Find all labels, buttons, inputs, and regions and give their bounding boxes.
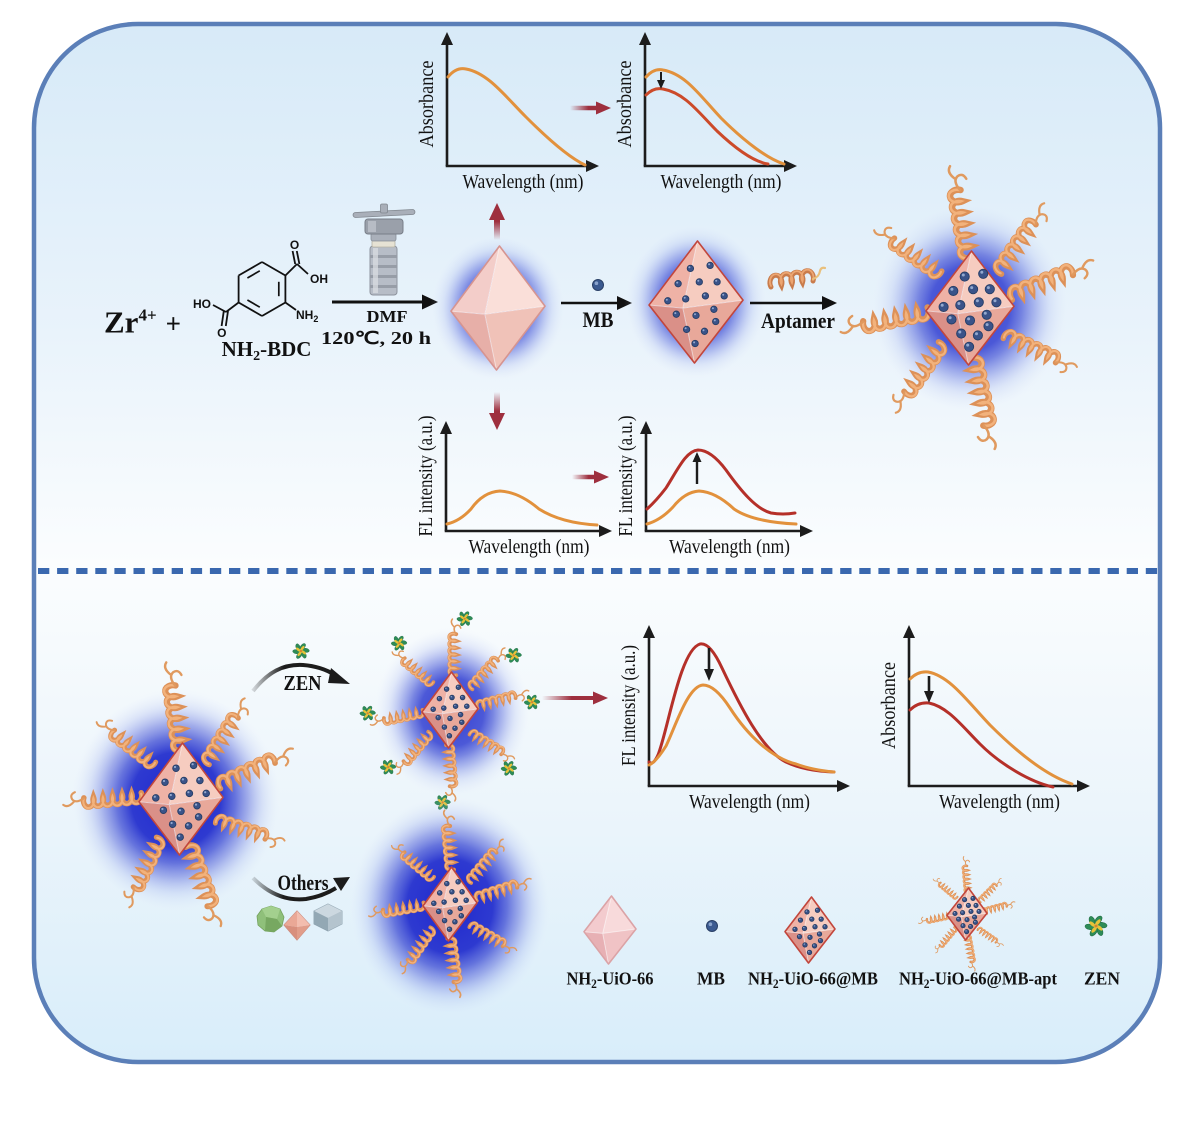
- svg-text:NH2: NH2: [296, 308, 318, 324]
- svg-text:O: O: [290, 238, 299, 252]
- svg-text:Wavelength (nm): Wavelength (nm): [661, 172, 782, 193]
- svg-text:ZEN: ZEN: [284, 671, 322, 695]
- svg-text:Wavelength (nm): Wavelength (nm): [669, 537, 790, 558]
- svg-text:Wavelength (nm): Wavelength (nm): [469, 537, 590, 558]
- svg-text:NH2-UiO-66@MB-apt: NH2-UiO-66@MB-apt: [899, 969, 1057, 992]
- svg-text:FL intensity (a.u.): FL intensity (a.u.): [619, 645, 640, 766]
- svg-text:HO: HO: [193, 297, 211, 311]
- svg-text:Wavelength (nm): Wavelength (nm): [463, 172, 584, 193]
- svg-text:ZEN: ZEN: [1084, 969, 1120, 989]
- svg-text:MB: MB: [697, 969, 725, 989]
- svg-text:Wavelength (nm): Wavelength (nm): [939, 792, 1060, 813]
- svg-text:Wavelength (nm): Wavelength (nm): [689, 792, 810, 813]
- svg-text:Absorbance: Absorbance: [417, 61, 438, 148]
- svg-text:FL intensity (a.u.): FL intensity (a.u.): [616, 416, 637, 537]
- svg-text:FL intensity (a.u.): FL intensity (a.u.): [416, 416, 437, 537]
- svg-text:NH2-UiO-66: NH2-UiO-66: [567, 969, 654, 992]
- svg-text:Others: Others: [278, 870, 329, 895]
- svg-text:Aptamer: Aptamer: [761, 308, 835, 333]
- svg-text:Absorbance: Absorbance: [615, 61, 636, 148]
- svg-text:MB: MB: [583, 307, 614, 332]
- svg-text:DMF: DMF: [367, 307, 408, 326]
- svg-text:OH: OH: [310, 272, 328, 286]
- svg-text:120℃, 20 h: 120℃, 20 h: [321, 328, 431, 348]
- svg-text:NH2-BDC: NH2-BDC: [222, 337, 312, 364]
- svg-text:NH2-UiO-66@MB: NH2-UiO-66@MB: [748, 969, 878, 992]
- svg-text:O: O: [217, 326, 226, 340]
- svg-text:Absorbance: Absorbance: [879, 662, 900, 749]
